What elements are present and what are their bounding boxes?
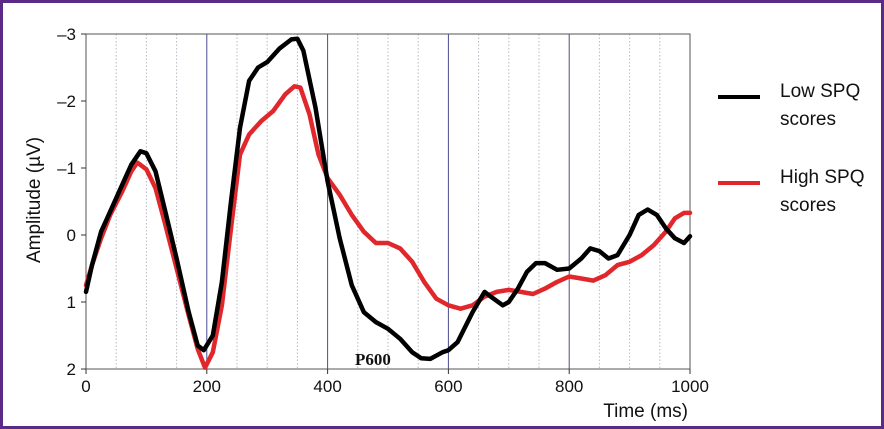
y-axis-title: Amplitude (µV) [24,137,45,263]
series-layer [83,36,693,370]
annotation-p600: P600 [355,350,391,369]
y-tick-label: –3 [57,25,76,44]
x-tick-label: 0 [81,377,90,396]
x-tick-label: 200 [193,377,221,396]
x-tick-label: 800 [555,377,583,396]
plot-area-border [85,33,691,370]
x-axis-title: Time (ms) [603,401,688,422]
series-line-high-spq-scores [83,84,693,370]
y-tick-label: –1 [57,159,76,178]
y-tick-label: –2 [57,92,76,111]
legend: Low SPQ scores High SPQ scores [718,81,870,216]
y-tick-label: 0 [67,226,76,245]
y-tick-label: 2 [67,360,76,379]
y-tick-label: 1 [67,293,76,312]
grid-lines [115,34,661,369]
legend-label-low-spq: Low SPQ scores [780,81,866,130]
x-tick-label: 1000 [671,377,709,396]
series-line-low-spq-scores [83,36,693,362]
x-tick-label: 400 [313,377,341,396]
axis-ticks: 0 200 400 600 800 1000 –3 –2 –1 0 1 2 [57,25,709,396]
x-tick-label: 600 [434,377,462,396]
legend-label-high-spq: High SPQ scores [780,167,870,216]
